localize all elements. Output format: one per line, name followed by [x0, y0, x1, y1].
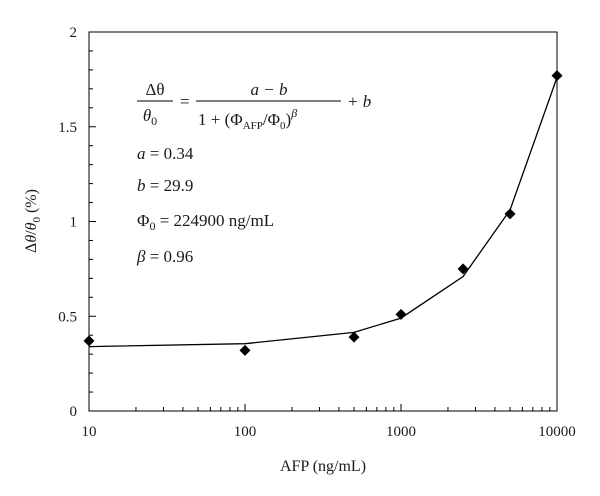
- x-axis-title: AFP (ng/mL): [280, 458, 366, 475]
- eq-rhs-denominator: 1 + (ΦAFP/Φ0)β: [198, 106, 297, 132]
- param-b: b = 29.9: [137, 176, 193, 195]
- data-point: [504, 208, 516, 220]
- x-tick-label: 1000: [386, 424, 416, 440]
- data-point: [457, 263, 469, 275]
- param-a: a = 0.34: [137, 144, 194, 163]
- eq-equals: =: [180, 92, 190, 111]
- x-tick-label: 10000: [538, 424, 576, 440]
- tick-labels: 10 100 1000 10000 0 0.5 1 1.5 2: [58, 25, 576, 440]
- eq-lhs-numerator: Δθ: [145, 80, 164, 99]
- y-tick-label: 1.5: [58, 120, 77, 136]
- param-phi0: Φ0 = 224900 ng/mL: [137, 211, 274, 233]
- data-point: [551, 70, 563, 82]
- eq-lhs-denominator: θ0: [143, 106, 157, 128]
- param-beta: β = 0.96: [136, 247, 193, 266]
- y-tick-label: 1: [70, 215, 78, 231]
- y-tick-label: 0: [70, 404, 78, 420]
- y-axis-title: Δθ/θ0 (%): [23, 189, 43, 253]
- y-tick-label: 0.5: [58, 309, 77, 325]
- data-point: [239, 344, 251, 356]
- data-point: [348, 331, 360, 343]
- y-tick-label: 2: [70, 25, 78, 41]
- eq-tail: + b: [347, 92, 371, 111]
- axis-ticks: [88, 31, 558, 412]
- x-tick-label: 10: [82, 424, 97, 440]
- data-point: [395, 308, 407, 320]
- fit-equation: Δθ θ0 = a − b 1 + (ΦAFP/Φ0)β + b a = 0.3…: [136, 80, 371, 266]
- eq-rhs-numerator: a − b: [251, 80, 288, 99]
- x-tick-label: 100: [234, 424, 257, 440]
- data-point: [83, 335, 95, 347]
- data-markers: [83, 70, 563, 356]
